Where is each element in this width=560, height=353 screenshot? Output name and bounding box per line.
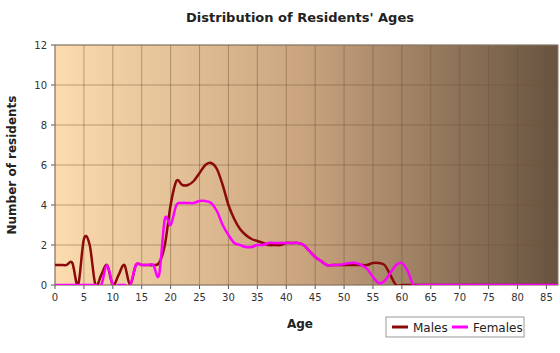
tick xyxy=(488,285,489,289)
tick xyxy=(430,285,431,289)
tick xyxy=(51,285,55,286)
grid-line xyxy=(401,45,402,285)
grid-line xyxy=(199,45,200,285)
grid-line xyxy=(257,45,258,285)
series-line xyxy=(55,163,558,285)
y-tick-label: 8 xyxy=(41,120,47,131)
grid-line xyxy=(55,85,558,86)
tick xyxy=(170,285,171,289)
x-tick-label: 15 xyxy=(135,292,148,303)
tick xyxy=(372,285,373,289)
lines xyxy=(55,163,558,285)
grid-line xyxy=(430,45,431,285)
x-tick-label: 30 xyxy=(222,292,235,303)
tick xyxy=(344,285,345,289)
y-tick-label: 2 xyxy=(41,240,47,251)
x-tick-label: 0 xyxy=(52,292,58,303)
tick xyxy=(141,285,142,289)
x-tick-label: 85 xyxy=(540,292,553,303)
y-tick-label: 4 xyxy=(41,200,47,211)
tick xyxy=(51,45,55,46)
grid-line xyxy=(286,45,287,285)
grid-line xyxy=(141,45,142,285)
x-tick-label: 5 xyxy=(81,292,87,303)
grid-line xyxy=(372,45,373,285)
x-tick-label: 60 xyxy=(396,292,409,303)
grid-line xyxy=(55,125,558,126)
grid-line xyxy=(315,45,316,285)
x-tick-label: 65 xyxy=(424,292,437,303)
y-label: Number of residents xyxy=(5,95,19,234)
x-tick-label: 75 xyxy=(482,292,495,303)
tick xyxy=(51,165,55,166)
grid-line xyxy=(170,45,171,285)
legend-box xyxy=(386,317,524,337)
y-tick-label: 6 xyxy=(41,160,47,171)
x-tick-label: 55 xyxy=(367,292,380,303)
x-tick-label: 50 xyxy=(338,292,351,303)
grid-line xyxy=(112,45,113,285)
tick xyxy=(459,285,460,289)
series-line xyxy=(55,201,558,285)
x-tick-label: 10 xyxy=(106,292,119,303)
tick xyxy=(112,285,113,289)
tick xyxy=(55,285,56,289)
grid-line xyxy=(344,45,345,285)
x-tick-label: 45 xyxy=(309,292,322,303)
grid-line xyxy=(459,45,460,285)
legend-label: Females xyxy=(473,321,523,335)
x-tick-label: 40 xyxy=(280,292,293,303)
title: Distribution of Residents' Ages xyxy=(186,10,414,25)
legend: Males Females xyxy=(386,317,524,337)
tick xyxy=(51,85,55,86)
x-tick-label: 80 xyxy=(511,292,524,303)
tick xyxy=(315,285,316,289)
tick xyxy=(199,285,200,289)
legend-swatch xyxy=(452,326,468,329)
tick xyxy=(228,285,229,289)
grid-line xyxy=(55,165,558,166)
tick xyxy=(517,285,518,289)
chart: Distribution of Residents' Ages 0 2 4 6 8 10 12… xyxy=(0,0,560,353)
y-tick-label: 12 xyxy=(34,40,47,51)
x-label: Age xyxy=(287,317,313,331)
y-tick-label: 0 xyxy=(41,280,47,291)
y-tick-label: 10 xyxy=(34,80,47,91)
tick xyxy=(51,125,55,126)
tick xyxy=(51,205,55,206)
legend-label: Males xyxy=(413,321,448,335)
x-tick-label: 20 xyxy=(164,292,177,303)
tick xyxy=(83,285,84,289)
tick xyxy=(401,285,402,289)
grid-line xyxy=(55,205,558,206)
x-tick-label: 35 xyxy=(251,292,264,303)
grid-line xyxy=(546,45,547,285)
grid-line xyxy=(517,45,518,285)
legend-swatch xyxy=(392,326,408,329)
tick xyxy=(257,285,258,289)
grid-line xyxy=(488,45,489,285)
grid-line xyxy=(55,245,558,246)
tick xyxy=(286,285,287,289)
tick xyxy=(546,285,547,289)
tick xyxy=(51,245,55,246)
x-tick-label: 25 xyxy=(193,292,206,303)
x-tick-label: 70 xyxy=(453,292,466,303)
grid-line xyxy=(228,45,229,285)
